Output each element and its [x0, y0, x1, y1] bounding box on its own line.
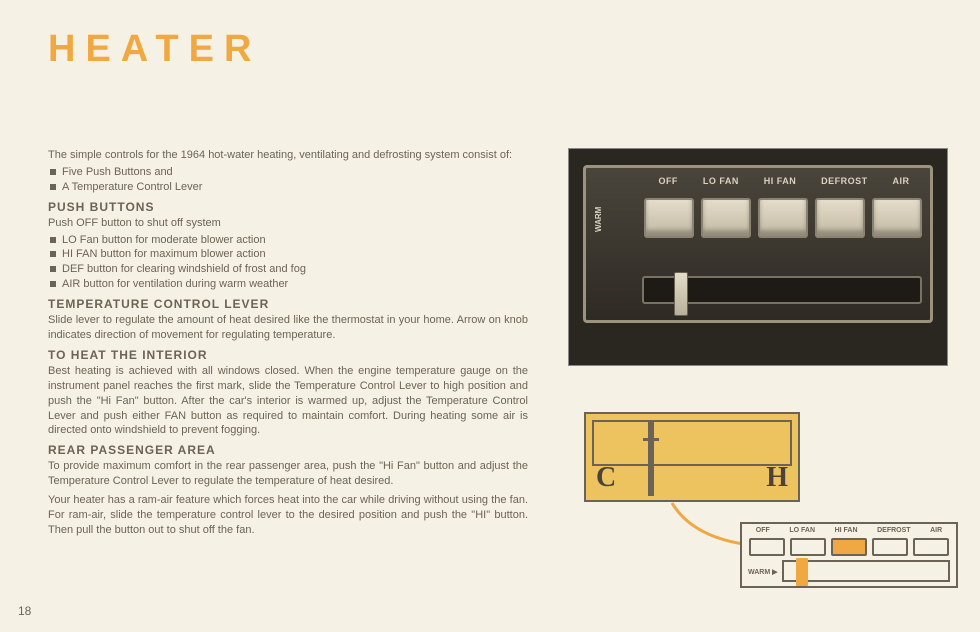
small-panel-diagram: OFF LO FAN HI FAN DEFROST AIR WARM ▶ — [740, 522, 958, 588]
small-slider-slot — [782, 560, 950, 582]
push-button-lofan — [701, 198, 751, 238]
intro-bullet: Five Push Buttons and — [48, 165, 528, 180]
intro-paragraph: The simple controls for the 1964 hot-wat… — [48, 148, 528, 163]
panel-frame: WARM OFF LO FAN HI FAN DEFROST AIR — [583, 165, 933, 323]
rear-p1: To provide maximum comfort in the rear p… — [48, 459, 528, 489]
temp-diagram-slot — [592, 420, 792, 466]
page-title: HEATER — [48, 28, 261, 71]
small-buttons-row — [748, 538, 950, 556]
small-warm-label: WARM ▶ — [748, 568, 778, 576]
body-text-column: The simple controls for the 1964 hot-wat… — [48, 148, 528, 540]
push-button-defrost — [815, 198, 865, 238]
small-label-air: AIR — [930, 527, 942, 534]
section-head-push-buttons: PUSH BUTTONS — [48, 199, 528, 215]
bullet-text: HI FAN button for maximum blower action — [62, 247, 266, 262]
push-buttons-row — [642, 198, 924, 238]
section-head-rear: REAR PASSENGER AREA — [48, 442, 528, 458]
btn-label-defrost: DEFROST — [821, 176, 868, 186]
small-labels-row: OFF LO FAN HI FAN DEFROST AIR — [746, 527, 952, 534]
btn-label-hifan: HI FAN — [764, 176, 797, 186]
push-button-air — [872, 198, 922, 238]
small-label-lofan: LO FAN — [789, 527, 815, 534]
temp-hot-label: H — [766, 462, 788, 494]
to-heat-body: Best heating is achieved with all window… — [48, 364, 528, 438]
small-label-defrost: DEFROST — [877, 527, 910, 534]
bullet-text: AIR button for ventilation during warm w… — [62, 277, 288, 292]
push-button-off — [644, 198, 694, 238]
push-bullet: LO Fan button for moderate blower action — [48, 233, 528, 248]
bullet-text: A Temperature Control Lever — [62, 180, 202, 195]
push-bullet: HI FAN button for maximum blower action — [48, 247, 528, 262]
small-btn-hifan — [831, 538, 867, 556]
small-slider-knob — [796, 558, 808, 586]
small-btn-off — [749, 538, 785, 556]
bullet-text: LO Fan button for moderate blower action — [62, 233, 266, 248]
temp-slider-knob — [674, 272, 688, 316]
rear-p2: Your heater has a ram-air feature which … — [48, 493, 528, 538]
bullet-text: DEF button for clearing windshield of fr… — [62, 262, 306, 277]
button-labels-row: OFF LO FAN HI FAN DEFROST AIR — [646, 176, 922, 186]
small-btn-lofan — [790, 538, 826, 556]
warm-label: WARM — [594, 207, 603, 232]
section-head-to-heat: TO HEAT THE INTERIOR — [48, 347, 528, 363]
heater-panel-photo: WARM OFF LO FAN HI FAN DEFROST AIR — [568, 148, 948, 366]
temp-diagram-lever — [648, 422, 654, 496]
page-number: 18 — [18, 604, 31, 618]
temp-lever-diagram: C H — [584, 412, 800, 502]
btn-label-lofan: LO FAN — [703, 176, 739, 186]
temp-cold-label: C — [596, 462, 616, 494]
push-button-hifan — [758, 198, 808, 238]
temp-lever-body: Slide lever to regulate the amount of he… — [48, 313, 528, 343]
btn-label-air: AIR — [893, 176, 910, 186]
push-buttons-lead: Push OFF button to shut off system — [48, 216, 528, 231]
bullet-text: Five Push Buttons and — [62, 165, 173, 180]
push-bullet: AIR button for ventilation during warm w… — [48, 277, 528, 292]
small-btn-air — [913, 538, 949, 556]
temp-slider-slot — [642, 276, 922, 304]
small-label-off: OFF — [756, 527, 770, 534]
small-btn-defrost — [872, 538, 908, 556]
push-bullet: DEF button for clearing windshield of fr… — [48, 262, 528, 277]
small-label-hifan: HI FAN — [835, 527, 858, 534]
intro-bullet: A Temperature Control Lever — [48, 180, 528, 195]
btn-label-off: OFF — [658, 176, 678, 186]
section-head-temp-lever: TEMPERATURE CONTROL LEVER — [48, 296, 528, 312]
